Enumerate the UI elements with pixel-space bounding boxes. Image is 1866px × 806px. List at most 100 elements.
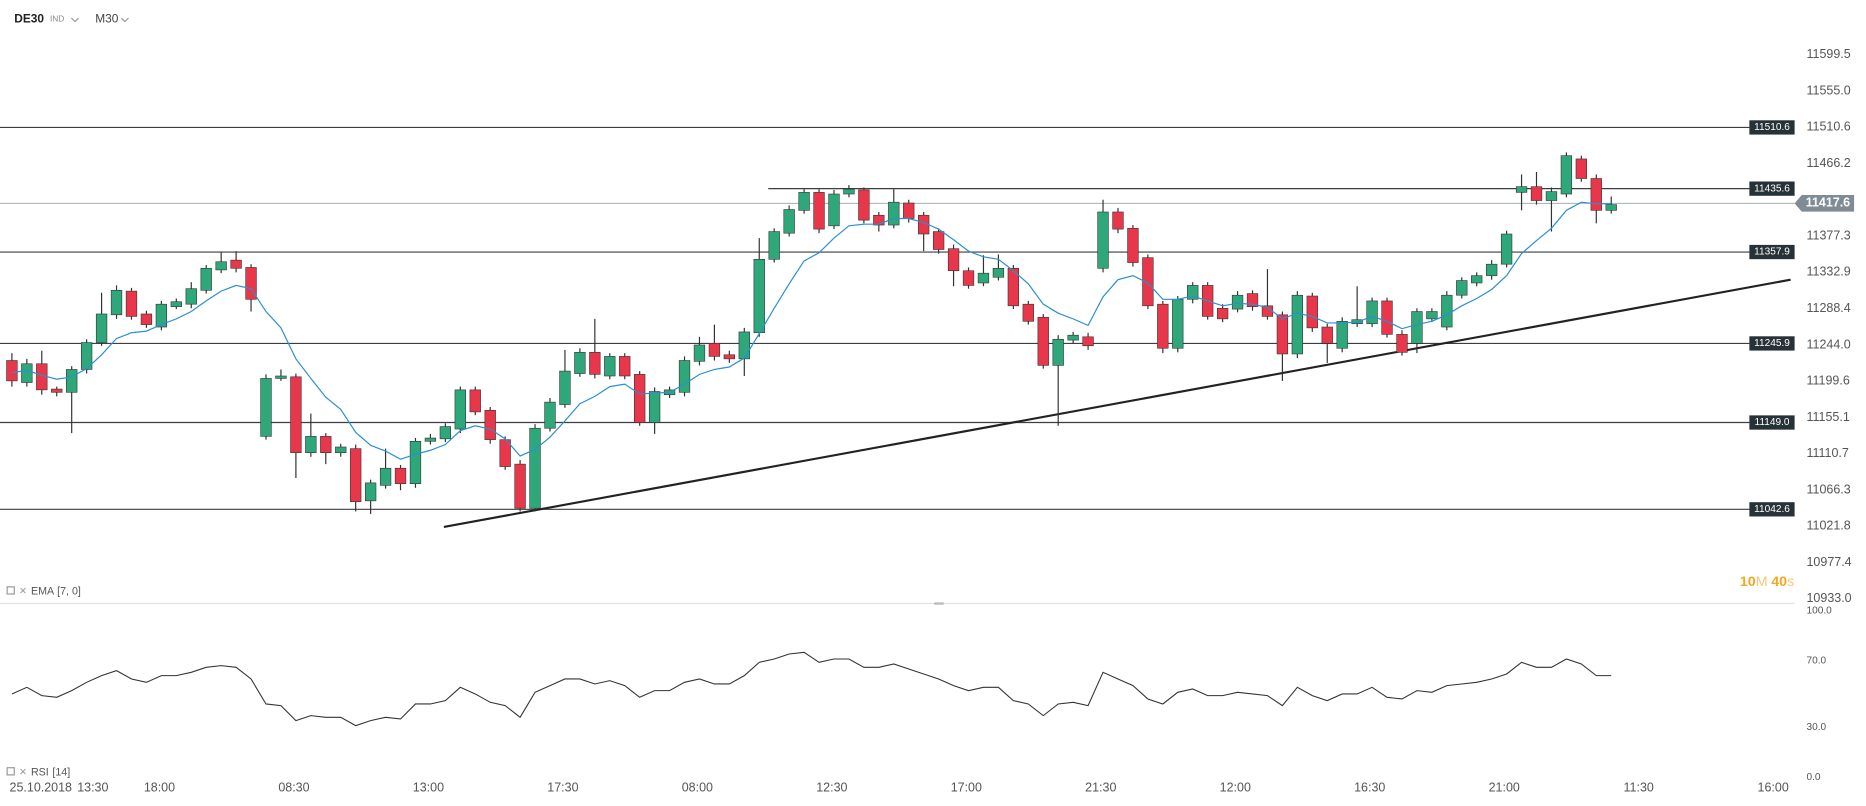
candle-body xyxy=(125,290,138,317)
candle-body xyxy=(992,267,1005,278)
y-tick-label: 10933.0 xyxy=(1806,591,1851,605)
candle-body xyxy=(1575,158,1587,179)
y-tick-label: 11021.8 xyxy=(1806,519,1850,533)
countdown-part: 10 xyxy=(1740,574,1756,590)
rsi-tick-label: 70.0 xyxy=(1806,655,1826,666)
level-label: 11510.6 xyxy=(1754,122,1790,133)
candle-body xyxy=(305,436,317,454)
candle-body xyxy=(1336,321,1348,349)
candle-body xyxy=(634,374,646,423)
candle-body xyxy=(260,378,272,437)
rsi-params: [14] xyxy=(52,766,70,778)
chevron[interactable] xyxy=(70,17,79,23)
candle-body xyxy=(1187,285,1199,300)
rsi-tick-label: 30.0 xyxy=(1806,722,1826,733)
candle-body xyxy=(947,248,960,272)
candle-body xyxy=(230,259,242,269)
x-tick-label: 21:00 xyxy=(1489,780,1520,794)
candle-body xyxy=(858,189,870,221)
y-tick-label: 11332.9 xyxy=(1806,265,1850,279)
trend-line xyxy=(443,278,1791,529)
candle-body xyxy=(977,272,990,284)
candle-body xyxy=(1590,178,1602,211)
candle-body xyxy=(648,391,661,423)
candle-body xyxy=(1426,311,1438,320)
current-price-label: 11417.6 xyxy=(1806,196,1850,210)
icon-close[interactable]: ✕ xyxy=(19,586,27,597)
candle-body xyxy=(1411,311,1423,344)
y-tick-label: 11466.2 xyxy=(1806,156,1850,170)
candle-body xyxy=(200,267,212,291)
candle-body xyxy=(1007,267,1020,307)
rsi-line xyxy=(11,651,1612,727)
chevron[interactable] xyxy=(120,17,129,23)
candle-body xyxy=(873,214,885,226)
level-label: 11245.9 xyxy=(1754,338,1790,349)
y-tick-label: 10977.4 xyxy=(1806,555,1851,569)
candle-body xyxy=(66,369,78,393)
candle-body xyxy=(245,267,257,300)
candle-body xyxy=(454,389,466,430)
candle-body xyxy=(1366,300,1378,325)
candle-body xyxy=(95,313,108,343)
candle-body xyxy=(185,288,197,305)
candle-body xyxy=(1157,303,1169,349)
candle-body xyxy=(110,290,123,316)
candle-body xyxy=(1231,294,1244,310)
x-tick-label: 21:30 xyxy=(1085,780,1116,794)
x-tick-label: 17:00 xyxy=(951,780,982,794)
symbol[interactable]: DE30 xyxy=(14,11,44,25)
x-tick-label: 13:00 xyxy=(413,780,444,794)
y-tick-label: 11066.3 xyxy=(1806,482,1850,496)
candle-body xyxy=(559,370,571,405)
y-tick-label: 11110.7 xyxy=(1806,446,1848,460)
timeframe[interactable]: M30 xyxy=(95,11,119,25)
x-tick-label: 08:00 xyxy=(682,780,713,794)
rsi-tick-label: 100.0 xyxy=(1806,605,1832,616)
candle-body xyxy=(439,426,452,440)
candle-body xyxy=(1605,204,1617,211)
candle-body xyxy=(140,313,153,325)
candle-body xyxy=(962,270,975,286)
candle-body xyxy=(619,356,631,377)
level-label: 11357.9 xyxy=(1754,247,1790,258)
countdown-part: 40 xyxy=(1771,574,1787,590)
candle-body xyxy=(932,231,945,250)
icon-close[interactable]: ✕ xyxy=(19,767,27,778)
candle-body xyxy=(1396,334,1408,353)
y-tick-label: 11555.0 xyxy=(1806,83,1850,97)
level-label: 11149.0 xyxy=(1754,417,1789,428)
level-label: 11435.6 xyxy=(1754,183,1790,194)
candle-body xyxy=(394,467,407,485)
candle-body xyxy=(379,467,392,486)
candle-body xyxy=(828,193,840,227)
candle-body xyxy=(320,436,332,454)
level-label-box xyxy=(1749,120,1795,135)
y-tick-label: 11288.4 xyxy=(1806,301,1850,315)
candle-body xyxy=(768,231,780,260)
candle-body xyxy=(903,202,915,219)
candle-body xyxy=(155,303,168,328)
y-tick-label: 11199.6 xyxy=(1806,374,1849,388)
candle-body xyxy=(409,440,422,485)
candle-body xyxy=(1246,293,1259,307)
candle-body xyxy=(1216,307,1229,320)
candle-body xyxy=(1067,334,1079,341)
candle-body xyxy=(1276,314,1289,355)
icon[interactable] xyxy=(6,767,15,776)
x-tick-label: 12:00 xyxy=(1220,780,1251,794)
candle-body xyxy=(1052,338,1064,366)
ema-name: EMA xyxy=(31,585,55,597)
candle-body xyxy=(1530,186,1543,201)
candle-body xyxy=(738,331,750,360)
x-tick-label: 11:30 xyxy=(1624,780,1654,794)
candle-body xyxy=(604,356,616,377)
candle-body xyxy=(1560,155,1573,195)
rsi-header: ✕ RSI [14] xyxy=(6,766,70,778)
candle-body xyxy=(1545,191,1558,201)
y-tick-label: 11377.3 xyxy=(1806,229,1850,243)
pane-handle[interactable] xyxy=(934,602,944,605)
icon[interactable] xyxy=(6,586,15,595)
level-label-box xyxy=(1749,181,1795,196)
x-tick-label: 17:30 xyxy=(547,780,578,794)
